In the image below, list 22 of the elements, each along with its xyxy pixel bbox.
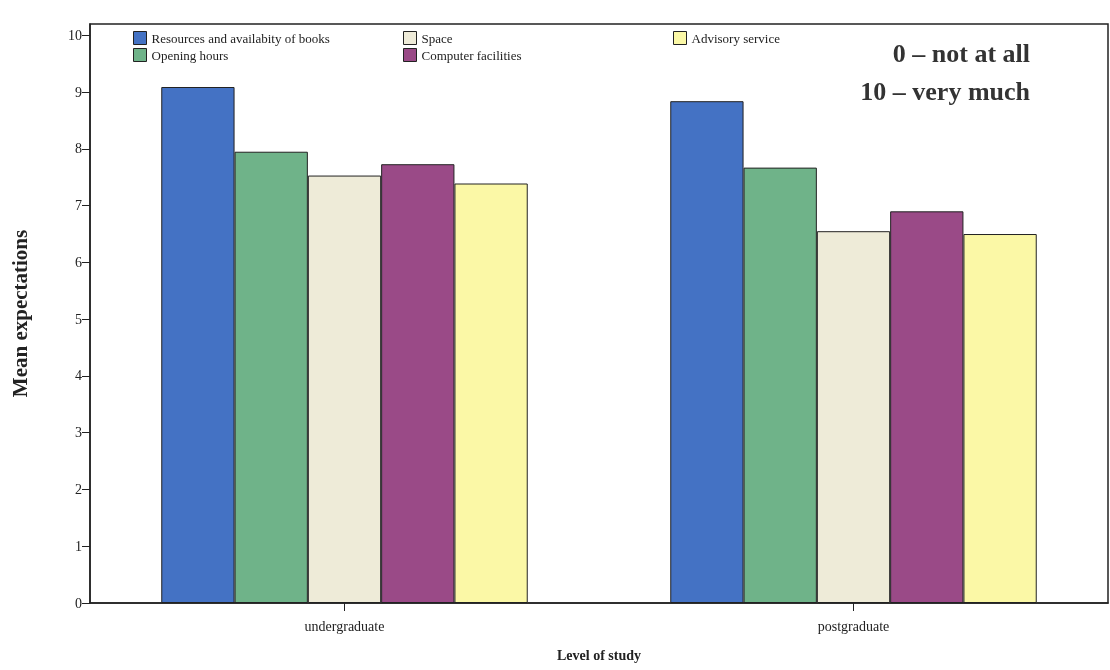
- y-tick-label: 7: [75, 198, 82, 214]
- y-tick-label: 10: [68, 27, 82, 43]
- y-tick-label: 2: [75, 481, 82, 497]
- annotation: 10 – very much: [860, 76, 1031, 106]
- y-tick-label: 3: [75, 425, 82, 441]
- legend-label: Computer facilities: [421, 47, 522, 63]
- y-axis-title: Mean expectations: [7, 229, 32, 398]
- legend-label: Space: [421, 30, 453, 46]
- y-tick-label: 0: [75, 595, 82, 611]
- annotation: 0 – not at all: [892, 38, 1031, 68]
- legend-label: Resources and availabity of books: [151, 30, 330, 46]
- x-tick-label: postgraduate: [817, 618, 890, 634]
- y-tick-label: 5: [75, 311, 82, 327]
- y-tick-label: 8: [75, 141, 82, 157]
- y-tick-label: 6: [75, 254, 82, 270]
- legend-label: Advisory service: [691, 30, 781, 46]
- y-tick-label: 4: [75, 368, 82, 384]
- y-tick-label: 1: [75, 538, 82, 554]
- x-axis-title: Level of study: [557, 647, 641, 663]
- y-tick-label: 9: [75, 84, 82, 100]
- legend-label: Opening hours: [151, 47, 229, 63]
- x-tick-label: undergraduate: [304, 618, 385, 634]
